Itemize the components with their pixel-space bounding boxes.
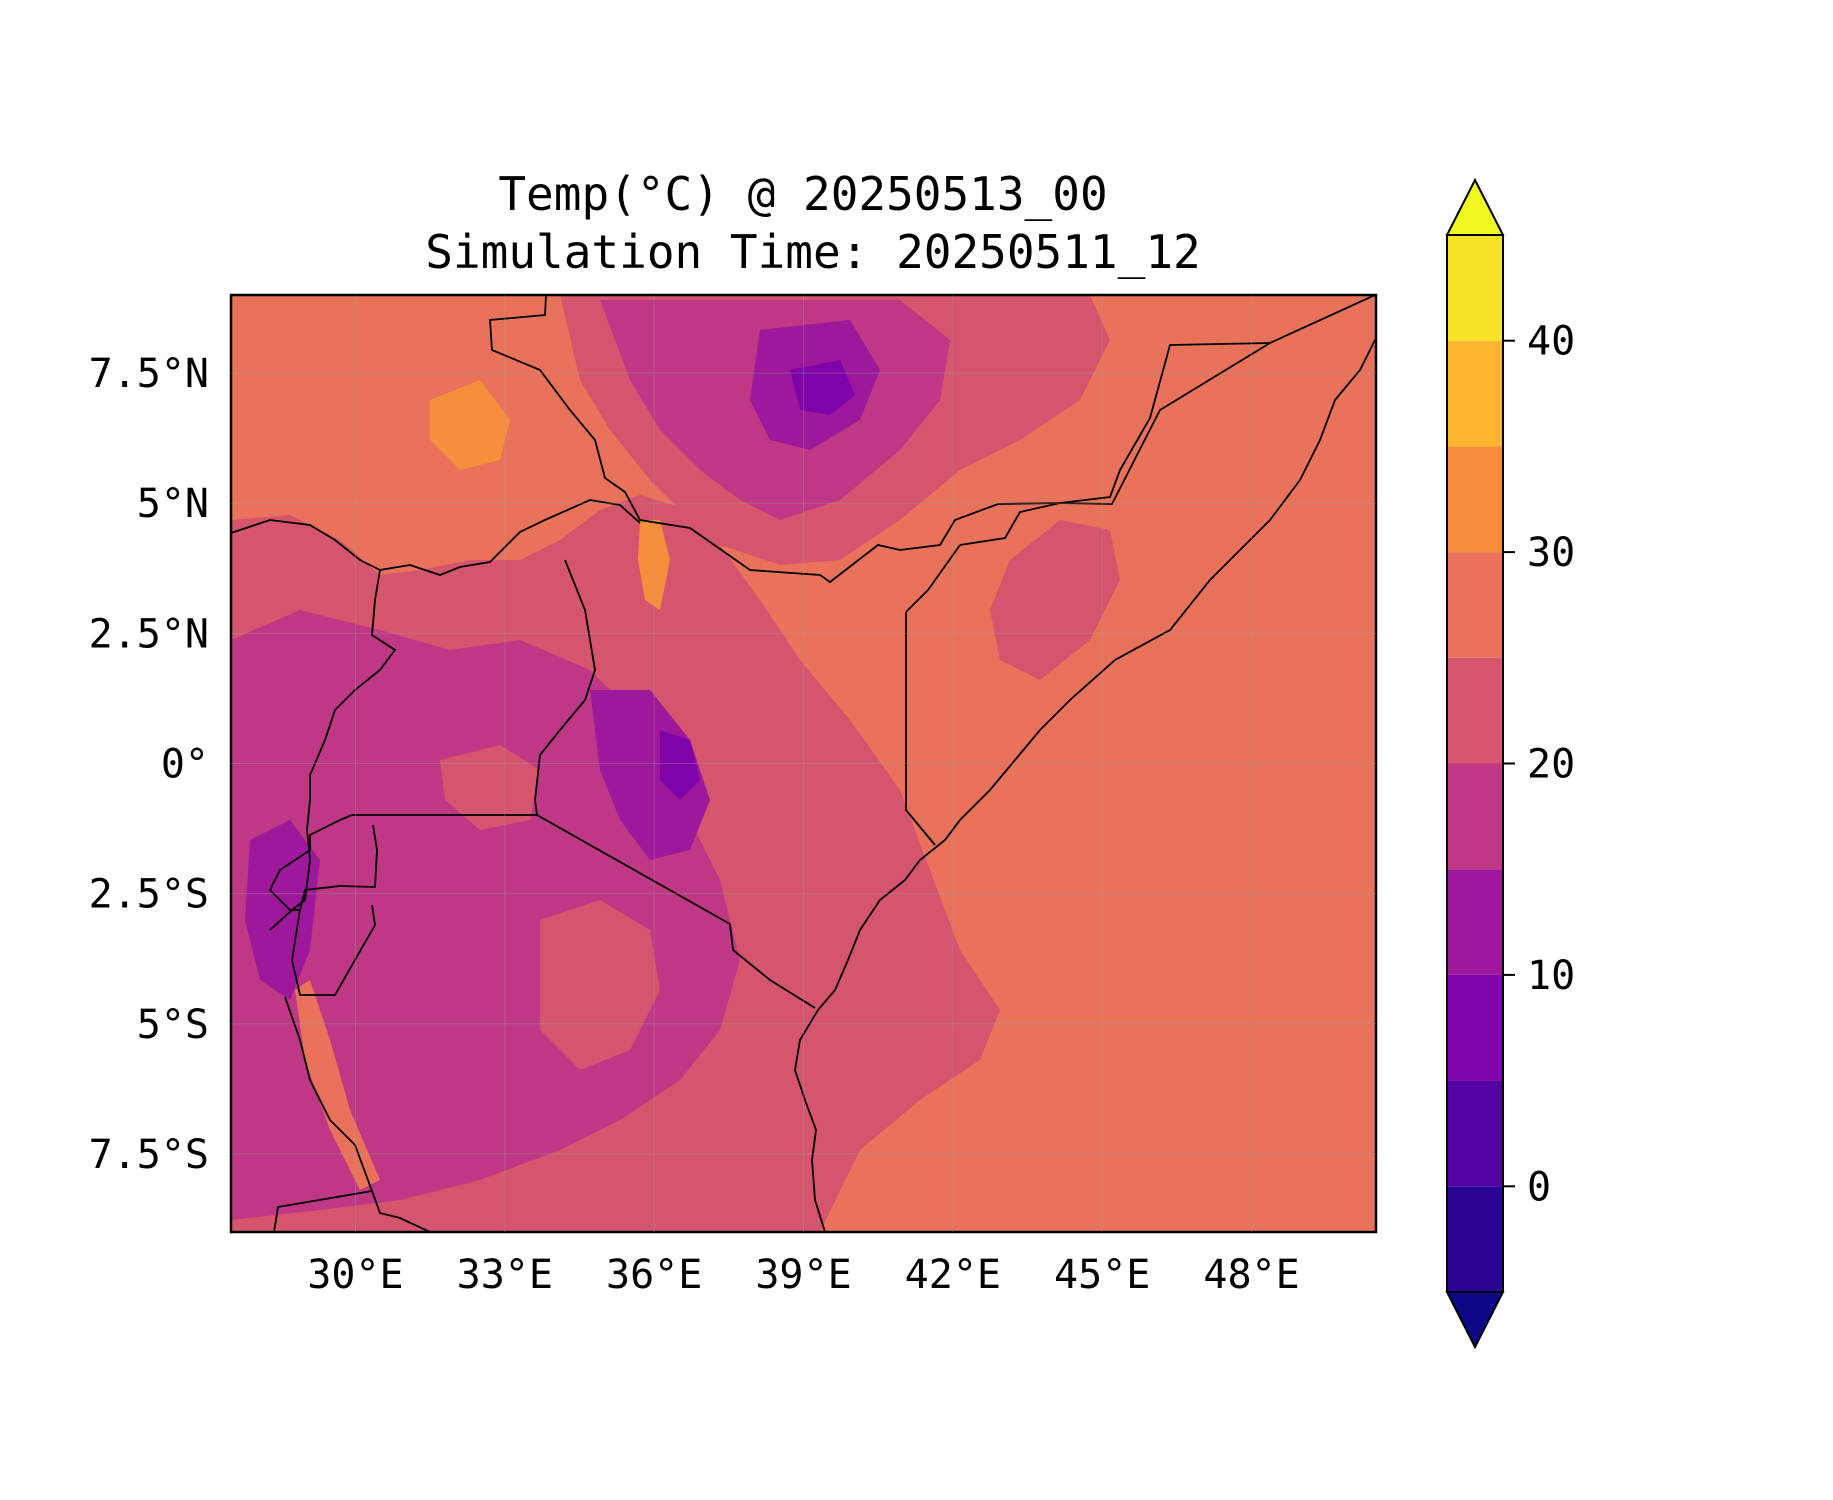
sudan-hot-zone	[430, 380, 510, 470]
colorbar-tick-label: 30	[1527, 530, 1575, 576]
colorbar-segment	[1447, 974, 1503, 1081]
lake-victoria-zone	[440, 745, 540, 830]
colorbar-segment	[1447, 340, 1503, 447]
latitude-tick-label: 2.5°S	[89, 872, 209, 918]
country-borders	[231, 295, 1376, 1232]
kenya-tanzania-border	[352, 814, 816, 1009]
latitude-tick-label: 5°N	[137, 481, 209, 527]
lake-tanganyika-zone	[295, 980, 380, 1190]
sudan-ethiopia-border	[489, 295, 1376, 584]
central-tanzania-zone	[540, 900, 660, 1070]
tanzania-malawi-border	[273, 1189, 431, 1232]
longitude-tick-label: 36°E	[606, 1252, 702, 1298]
latitude-tick-label: 5°S	[137, 1002, 209, 1048]
title-line-2: Simulation Time: 20250511_12	[425, 225, 1200, 279]
colorbar-segment	[1447, 869, 1503, 975]
uganda-kenya-border	[534, 559, 596, 816]
kenya-somalia-border	[905, 544, 961, 613]
ethiopia-somalia-border	[959, 342, 1271, 546]
uganda-drc-border	[269, 569, 397, 931]
latitude-tick-label: 7.5°N	[89, 351, 209, 397]
colorbar-under-arrow	[1445, 1291, 1505, 1350]
colorbar-segment	[1447, 235, 1503, 341]
lake-tanganyika-shore	[284, 996, 373, 1192]
longitude-tick-label: 42°E	[905, 1252, 1001, 1298]
colorbar-tick-label: 0	[1527, 1164, 1551, 1210]
longitude-tick-label: 45°E	[1054, 1252, 1150, 1298]
ethiopian-highland-summit	[790, 360, 855, 415]
colorbar-tick-label: 40	[1527, 319, 1575, 365]
colorbar: 0 10 20 30 40	[1445, 177, 1575, 1350]
ethiopia-kenya-somalia-border	[905, 612, 936, 846]
colorbar-tick-label: 10	[1527, 953, 1575, 999]
south-sudan-uganda-border	[231, 499, 641, 576]
latitude-tick-label: 7.5°S	[89, 1132, 209, 1178]
colorbar-tick-label: 20	[1527, 742, 1575, 788]
latitude-tick-label: 2.5°N	[89, 611, 209, 657]
longitude-tick-label: 48°E	[1203, 1252, 1299, 1298]
colorbar-segment	[1447, 1080, 1503, 1187]
kenya-highland-peak	[660, 730, 700, 800]
colorbar-segment	[1447, 763, 1503, 870]
latitude-ticks: 7.5°N 5°N 2.5°N 0° 2.5°S 5°S 7.5°S	[89, 351, 1376, 1178]
kenya-highland-region	[590, 690, 710, 860]
longitude-tick-label: 33°E	[457, 1252, 553, 1298]
longitude-tick-label: 39°E	[755, 1252, 851, 1298]
temperature-field	[231, 295, 1376, 1232]
rift-valley-highland	[245, 820, 320, 1000]
burundi-tanzania-border	[291, 904, 376, 996]
colorbar-segment	[1447, 552, 1503, 658]
colorbar-segment	[1447, 1186, 1503, 1292]
colorbar-segment	[1447, 657, 1503, 764]
longitude-ticks: 30°E 33°E 36°E 39°E 42°E 45°E 48°E	[307, 295, 1300, 1298]
latitude-tick-label: 0°	[161, 742, 209, 788]
colorbar-over-arrow	[1445, 177, 1505, 236]
colorbar-segment	[1447, 446, 1503, 553]
longitude-tick-label: 30°E	[307, 1252, 403, 1298]
map-frame	[229, 293, 1378, 1234]
rwanda-burundi-border	[268, 814, 378, 911]
turkana-hot-zone	[638, 520, 670, 610]
title-line-1: Temp(°C) @ 20250513_00	[498, 167, 1107, 221]
east-african-coastline	[794, 339, 1376, 1232]
somali-interior-region	[990, 520, 1120, 680]
